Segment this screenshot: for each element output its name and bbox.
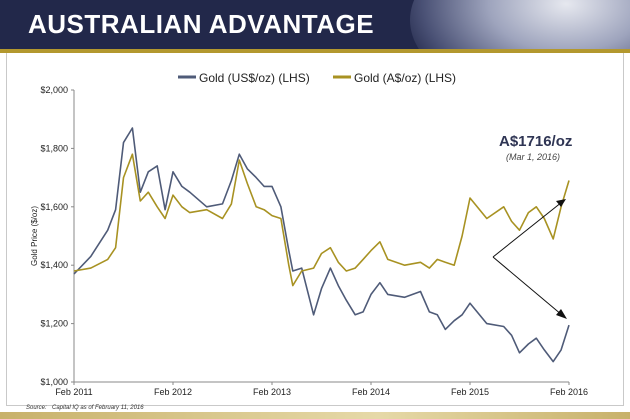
- source-label: Source:: [26, 405, 47, 411]
- gold-divider: [0, 49, 630, 53]
- source-text: Capital IQ as of February 11, 2016: [52, 405, 144, 411]
- x-tick-label: Feb 2012: [154, 387, 192, 397]
- y-tick-label: $1,800: [40, 143, 68, 153]
- x-tick-label: Feb 2014: [352, 387, 390, 397]
- slide-title: AUSTRALIAN ADVANTAGE: [28, 9, 375, 39]
- annotation-price: A$1716/oz: [499, 133, 572, 150]
- annotation-date: (Mar 1, 2016): [506, 152, 560, 162]
- header-bar: AUSTRALIAN ADVANTAGE: [0, 0, 630, 50]
- content-frame: [6, 53, 624, 406]
- footer-band: [0, 412, 630, 419]
- series-line-aud: [73, 153, 570, 287]
- legend-label-aud: Gold (A$/oz) (LHS): [354, 71, 456, 85]
- arrow-head-usd: [556, 309, 567, 319]
- x-tick-label: Feb 2013: [253, 387, 291, 397]
- y-tick-label: $1,000: [40, 377, 68, 387]
- legend: Gold (US$/oz) (LHS) Gold (A$/oz) (LHS): [178, 71, 456, 85]
- x-tick-label: Feb 2015: [451, 387, 489, 397]
- y-axis-label: Gold Price ($/oz): [30, 206, 39, 266]
- arrow-line-usd: [492, 256, 563, 316]
- x-tick-label: Feb 2011: [55, 387, 92, 397]
- y-tick-label: $1,200: [40, 319, 68, 329]
- legend-label-usd: Gold (US$/oz) (LHS): [199, 71, 310, 85]
- arrow-line-aud: [492, 201, 563, 258]
- y-tick-label: $2,000: [40, 85, 68, 95]
- series-line-usd: [73, 127, 570, 363]
- y-tick-label: $1,600: [40, 202, 68, 212]
- y-tick-label: $1,400: [40, 260, 68, 270]
- annotation: A$1716/oz (Mar 1, 2016): [492, 133, 572, 319]
- header-decoration: [410, 0, 630, 50]
- arrow-head-aud: [556, 199, 566, 207]
- x-tick-label: Feb 2016: [550, 387, 588, 397]
